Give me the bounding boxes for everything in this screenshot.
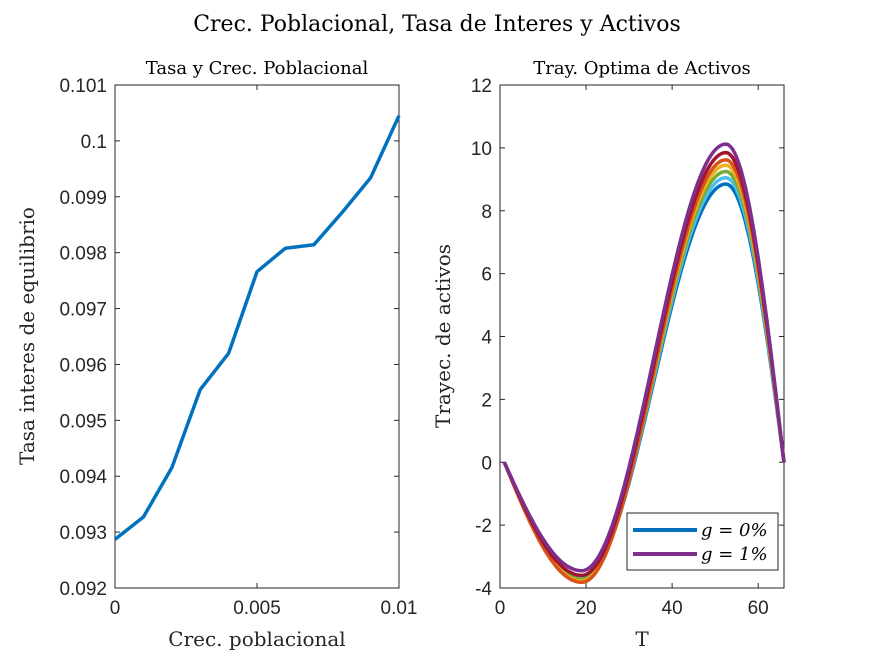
right-x-tick-label: 20 [575, 598, 596, 619]
right-y-tick-label: 12 [471, 76, 492, 97]
right-y-tick-label: 2 [481, 390, 492, 411]
left-chart: Tasa y Crec. Poblacional 0.092 0.093 0.094… [15, 58, 417, 651]
left-y-tick-label: 0.093 [59, 523, 107, 544]
left-x-ticks: 0 0.005 0.01 [110, 85, 418, 619]
right-y-tick-label: 0 [481, 453, 492, 474]
right-y-tick-label: 6 [481, 265, 492, 286]
right-y-tick-label: -4 [475, 579, 492, 600]
right-x-tick-label: 60 [748, 598, 769, 619]
right-x-tick-label: 40 [662, 598, 683, 619]
right-y-tick-label: 8 [481, 202, 492, 223]
right-series-line-6 [502, 142, 786, 573]
legend-label-g0: g = 0% [701, 520, 768, 541]
left-y-tick-label: 0.095 [59, 411, 107, 432]
left-chart-title: Tasa y Crec. Poblacional [146, 58, 369, 79]
left-y-ticks: 0.092 0.093 0.094 0.095 0.096 0.097 0.098 0.099… [59, 76, 399, 600]
left-y-tick-label: 0.099 [59, 188, 107, 209]
right-y-ticks: -4 -2 0 2 4 6 8 10 12 [471, 76, 784, 600]
right-chart: Tray. Optima de Activos -4 -2 0 2 4 6 8 10 12 0 2… [431, 58, 786, 651]
right-y-axis-label: Trayec. de activos [431, 244, 455, 428]
left-y-tick-label: 0.098 [59, 244, 107, 265]
left-series-group [113, 114, 401, 541]
left-y-tick-label: 0.096 [59, 355, 107, 376]
right-x-axis-label: T [635, 627, 649, 651]
left-x-tick-label: 0.01 [381, 598, 418, 619]
right-y-tick-label: -2 [475, 516, 492, 537]
left-y-tick-label: 0.097 [59, 300, 107, 321]
legend-label-g1: g = 1% [701, 544, 768, 565]
figure-title: Crec. Poblacional, Tasa de Interes y Act… [193, 12, 681, 37]
right-chart-title: Tray. Optima de Activos [533, 58, 751, 79]
legend: g = 0% g = 1% [626, 512, 779, 571]
left-x-tick-label: 0 [110, 598, 121, 619]
legend-box [626, 512, 779, 571]
left-y-tick-label: 0.101 [59, 76, 107, 97]
left-y-tick-label: 0.092 [59, 579, 107, 600]
left-x-axis-label: Crec. poblacional [168, 627, 345, 651]
left-y-tick-label: 0.1 [81, 132, 107, 153]
left-y-tick-label: 0.094 [59, 467, 107, 488]
right-series-group [502, 142, 786, 585]
left-series-line [113, 114, 401, 541]
right-x-tick-label: 0 [495, 598, 506, 619]
right-y-tick-label: 4 [481, 328, 492, 349]
left-y-axis-label: Tasa interes de equilibrio [15, 207, 39, 465]
left-x-tick-label: 0.005 [233, 598, 281, 619]
right-y-tick-label: 10 [471, 139, 492, 160]
right-x-ticks: 0 20 40 60 [495, 85, 769, 619]
